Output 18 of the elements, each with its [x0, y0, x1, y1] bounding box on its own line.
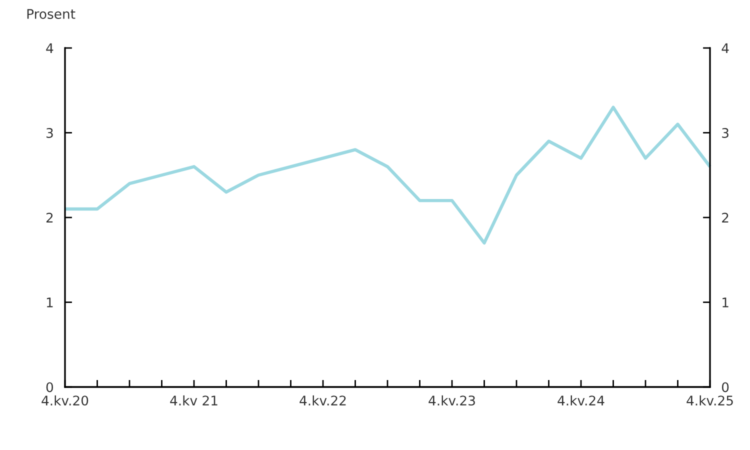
y-tick-label: 0	[46, 382, 54, 392]
y2-tick-label: 1	[722, 298, 728, 308]
line-series	[63, 106, 712, 245]
y-tick-label: 3	[46, 128, 53, 138]
y2-tick-label: 2	[722, 212, 728, 223]
x-tick-label: 4.kv.20	[42, 395, 88, 406]
y-tick-label: 1	[46, 298, 53, 308]
x-tick-label: 4.kv.23	[428, 395, 475, 406]
x-tick-label: 4.kv.22	[300, 395, 346, 406]
y2-tick-label: 3	[722, 128, 728, 138]
y-tick-label: 2	[46, 212, 53, 223]
y2-tick-label: 4	[722, 43, 729, 54]
y-axis-title: Prosent	[27, 9, 76, 19]
x-tick-label: 4.kv.24	[558, 395, 604, 406]
x-tick-label: 4.kv 21	[170, 395, 218, 406]
y-tick-label: 4	[46, 43, 54, 54]
x-tick-label: 4.kv.25	[686, 395, 733, 406]
y2-tick-label: 0	[722, 382, 729, 392]
